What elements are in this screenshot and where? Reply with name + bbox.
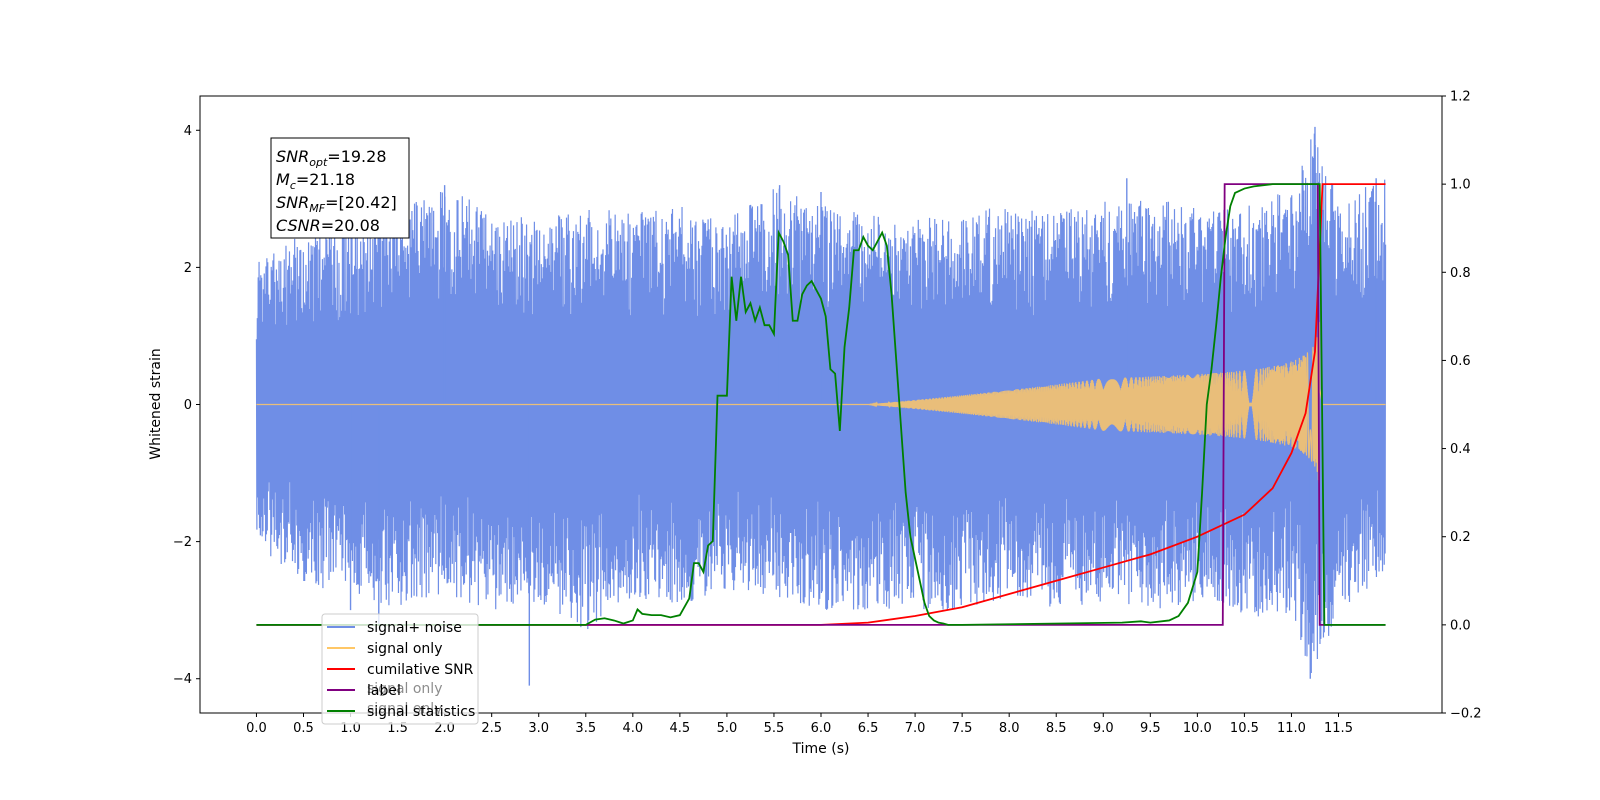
y2-tick-label: 1.2 bbox=[1450, 90, 1471, 105]
x-tick-label: 2.5 bbox=[481, 721, 502, 736]
annotation-snr-mf: SNRMF=[20.42] bbox=[276, 193, 397, 215]
x-tick-label: 3.5 bbox=[575, 721, 596, 736]
x-tick-label: 5.5 bbox=[764, 721, 785, 736]
series-signal-statistics bbox=[256, 183, 1386, 626]
annotation-frame bbox=[270, 137, 410, 239]
plot-area bbox=[255, 126, 1387, 686]
x-tick-label: 3.0 bbox=[528, 721, 549, 736]
y-tick-label: 0 bbox=[184, 398, 192, 413]
x-tick-label: 7.0 bbox=[905, 721, 926, 736]
annotation-box: SNRopt=19.28 Mc=21.18 SNRMF=[20.42] CSNR… bbox=[270, 137, 410, 239]
x-tick-label: 10.5 bbox=[1230, 721, 1259, 736]
x-tick-label: 2.0 bbox=[434, 721, 455, 736]
x-tick-label: 0.0 bbox=[246, 721, 267, 736]
x-tick-label: 7.5 bbox=[952, 721, 973, 736]
x-tick-label: 0.5 bbox=[293, 721, 314, 736]
series-cumulative-snr bbox=[256, 183, 1386, 626]
legend-label-signal-statistics: signal statistics bbox=[367, 704, 475, 720]
y2-tick-label: −0.2 bbox=[1450, 707, 1482, 722]
x-tick-label: 9.0 bbox=[1093, 721, 1114, 736]
y2-tick-label: 0.2 bbox=[1450, 530, 1471, 545]
x-tick-label: 1.5 bbox=[387, 721, 408, 736]
legend-label-label: label bbox=[367, 683, 401, 699]
y2-tick-label: 1.0 bbox=[1450, 178, 1471, 193]
annotation-snr-opt: SNRopt=19.28 bbox=[276, 147, 387, 169]
x-axis-label: Time (s) bbox=[792, 741, 850, 757]
x-tick-label: 4.5 bbox=[670, 721, 691, 736]
y2-tick-label: 0.8 bbox=[1450, 266, 1471, 281]
legend-ghost-1: signal only bbox=[367, 681, 442, 697]
y-tick-label: 2 bbox=[184, 261, 192, 276]
y-tick-label: 4 bbox=[184, 124, 192, 139]
legend-frame bbox=[321, 613, 479, 725]
x-tick-label: 8.5 bbox=[1046, 721, 1067, 736]
x-tick-label: 5.0 bbox=[717, 721, 738, 736]
legend-label-cumulative-snr: cumilative SNR bbox=[367, 662, 474, 678]
y2-tick-label: 0.6 bbox=[1450, 354, 1471, 369]
annotation-mc: Mc=21.18 bbox=[276, 170, 355, 192]
y-tick-label: −2 bbox=[173, 535, 192, 550]
legend: signal only signal only signal+ noise si… bbox=[321, 613, 479, 725]
x-tick-label: 8.0 bbox=[999, 721, 1020, 736]
legend-label-signal-noise: signal+ noise bbox=[367, 620, 462, 636]
x-tick-label: 6.0 bbox=[811, 721, 832, 736]
y2-tick-label: 0.0 bbox=[1450, 618, 1471, 633]
y-axis-label: Whitened strain bbox=[148, 348, 164, 459]
series-signal-only bbox=[256, 322, 1386, 483]
axes: 0.0 0.5 1.0 1.5 2.0 2.5 3.0 3.5 4.0 4.5 5.0 5.5 6.0 6… bbox=[173, 90, 1482, 737]
x-tick-label: 4.0 bbox=[622, 721, 643, 736]
legend-ghost-2: signal only bbox=[367, 701, 442, 717]
y-tick-label: −4 bbox=[173, 672, 192, 687]
x-tick-label: 1.0 bbox=[340, 721, 361, 736]
legend-label-signal-only: signal only bbox=[367, 641, 442, 657]
annotation-csnr: CSNR=20.08 bbox=[276, 216, 380, 235]
y2-tick-label: 0.4 bbox=[1450, 442, 1471, 457]
x-tick-label: 10.0 bbox=[1183, 721, 1212, 736]
x-tick-label: 9.5 bbox=[1140, 721, 1161, 736]
x-tick-label: 11.5 bbox=[1324, 721, 1353, 736]
x-tick-label: 11.0 bbox=[1277, 721, 1306, 736]
x-tick-label: 6.5 bbox=[858, 721, 879, 736]
